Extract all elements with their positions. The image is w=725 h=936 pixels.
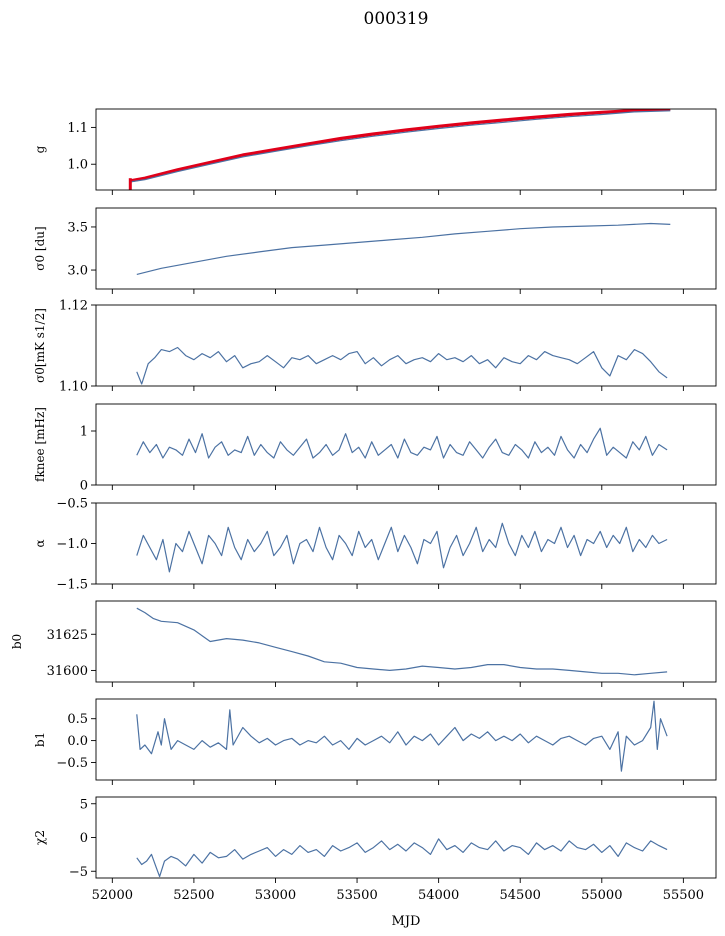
y-tick-label-b0-0: 31600 (47, 664, 88, 679)
y-axis-label-g: g (33, 145, 47, 153)
panel-alpha-frame (95, 502, 717, 585)
panel-chi2-series (136, 838, 668, 878)
x-tick-label-1: 52500 (173, 888, 214, 903)
series-line-g-0 (130, 109, 671, 183)
panel-b0: 31600 31625 b0 (10, 600, 717, 687)
y-axis-label-chi2: χ2 (33, 830, 47, 845)
y-tick-label-b1-1: 0.0 (67, 734, 88, 749)
panels-group: 1.0 1.1 g 3.0 3.5 σ0 [du] 1.10 1.12 σ0[mK s1/2] 0… (10, 108, 717, 903)
x-tick-label-2: 53000 (255, 888, 296, 903)
panel-g-series (128, 109, 671, 190)
y-tick-label-chi2-0: −5 (69, 865, 88, 880)
y-tick-label-sigma0_mK-1: 1.12 (59, 299, 88, 314)
y-axis-label-b0: b0 (10, 634, 24, 649)
y-axis-label-alpha: α (33, 539, 47, 547)
x-axis-label: MJD (392, 914, 421, 929)
x-tick-label-4: 54000 (418, 888, 459, 903)
panel-b0-frame (95, 600, 717, 683)
panel-sigma0_du: 3.0 3.5 σ0 [du] (33, 207, 717, 294)
y-tick-label-alpha-1: −1.0 (56, 537, 88, 552)
panel-chi2-frame (95, 796, 717, 879)
panel-b1-frame (95, 698, 717, 781)
panel-sigma0_mK: 1.10 1.12 σ0[mK s1/2] (33, 299, 717, 395)
panel-b1-series (136, 700, 668, 772)
y-tick-label-sigma0_du-1: 3.5 (67, 220, 88, 235)
y-tick-label-sigma0_mK-0: 1.10 (59, 380, 88, 395)
panel-g: 1.0 1.1 g (33, 108, 717, 195)
panel-b1: −0.5 0.0 0.5 b1 (33, 698, 717, 785)
y-tick-label-chi2-2: 5 (80, 797, 88, 812)
x-tick-label-3: 53500 (336, 888, 377, 903)
panel-b0-series (136, 607, 668, 676)
figure-title: 000319 (364, 9, 429, 29)
x-tick-label-6: 55000 (581, 888, 622, 903)
y-tick-label-alpha-0: −1.5 (56, 578, 88, 593)
series-line-sigma0_du-0 (136, 222, 671, 275)
series-line-alpha-0 (136, 522, 668, 573)
x-tick-label-7: 55500 (663, 888, 704, 903)
y-tick-label-g-1: 1.1 (67, 121, 88, 136)
panel-fknee-frame (95, 403, 717, 486)
series-line-fknee-0 (136, 427, 668, 459)
y-tick-label-g-0: 1.0 (67, 158, 88, 173)
panel-sigma0_mK-series (136, 346, 668, 385)
y-axis-label-fknee: fknee [mHz] (33, 407, 47, 482)
panel-alpha-series (136, 522, 668, 573)
panel-alpha: −1.5 −1.0 −0.5 α (33, 497, 717, 593)
y-tick-label-fknee-1: 1 (80, 425, 88, 440)
y-tick-label-b0-1: 31625 (47, 628, 88, 643)
series-line-b0-0 (136, 607, 668, 676)
y-tick-label-b1-2: 0.5 (67, 712, 88, 727)
y-axis-label-sigma0_mK: σ0[mK s1/2] (33, 308, 47, 383)
panel-fknee-series (136, 427, 668, 459)
y-tick-label-chi2-1: 0 (80, 831, 88, 846)
series-line-g-1 (130, 110, 671, 183)
series-line-sigma0_mK-0 (136, 346, 668, 385)
y-tick-label-fknee-0: 0 (80, 479, 88, 494)
x-tick-label-0: 52000 (92, 888, 133, 903)
series-line-b1-0 (136, 700, 668, 772)
y-tick-label-alpha-2: −0.5 (56, 497, 88, 512)
panel-g-frame (95, 108, 717, 191)
panel-sigma0_du-frame (95, 207, 717, 290)
panel-fknee: 0 1 fknee [mHz] (33, 403, 717, 494)
panel-sigma0_mK-frame (95, 304, 717, 387)
panel-sigma0_du-series (136, 222, 671, 275)
series-line-chi2-0 (136, 838, 668, 878)
x-tick-label-5: 54500 (500, 888, 541, 903)
y-tick-label-sigma0_du-0: 3.0 (67, 264, 88, 279)
y-axis-label-sigma0_du: σ0 [du] (33, 226, 47, 270)
y-axis-label-b1: b1 (33, 732, 47, 747)
panel-chi2: −5 0 5 χ2 52000 52500 53000 53500 54000 54500 5500… (33, 796, 717, 903)
y-tick-label-b1-0: −0.5 (56, 756, 88, 771)
